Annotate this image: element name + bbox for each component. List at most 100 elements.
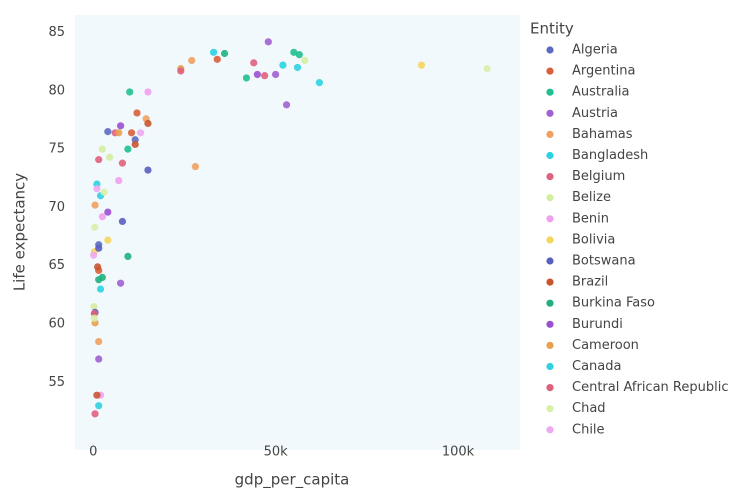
legend-marker [546,405,554,413]
scatter-point [95,355,103,363]
scatter-point [144,88,152,96]
legend-marker [546,109,554,117]
scatter-point [124,145,132,153]
legend-label: Bolivia [572,232,615,247]
legend-marker [546,236,554,244]
scatter-point [293,63,302,72]
scatter-point [116,279,125,287]
legend-label: Belgium [572,169,625,184]
scatter-point [95,276,103,284]
scatter-point [213,55,221,63]
scatter-point [104,236,112,244]
scatter-point [290,48,298,56]
y-tick-label: 70 [48,200,65,215]
scatter-point [116,122,125,130]
legend-label: Chad [572,401,606,416]
scatter-point [95,337,103,346]
y-tick-label: 55 [48,375,65,390]
legend-label: Central African Republic [572,380,728,395]
scatter-point [90,314,98,322]
y-axis-label: Life expectancy [11,173,29,291]
legend-label: Chile [572,422,605,437]
legend-marker [546,130,554,138]
x-tick-label: 50k [264,445,289,460]
y-tick-label: 80 [48,83,65,98]
legend-marker [546,257,554,265]
scatter-point [282,101,291,109]
scatter-point [115,129,123,137]
scatter-point [96,285,105,293]
scatter-point [94,263,102,271]
scatter-point [91,201,99,209]
legend-marker [546,426,554,434]
scatter-point [124,252,132,261]
legend-marker [546,194,554,202]
legend-marker [546,320,554,328]
legend-marker [546,67,554,75]
scatter-point [131,140,139,149]
legend-title: Entity [530,20,574,38]
legend-label: Benin [572,211,609,226]
legend-marker [546,88,554,96]
scatter-point [93,185,101,193]
legend-label: Austria [572,106,618,121]
scatter-point [133,109,141,117]
scatter-point [250,59,258,67]
scatter-point [191,163,199,171]
scatter-point [98,145,106,153]
legend-label: Argentina [572,64,635,79]
legend-marker [546,173,554,181]
scatter-point [98,213,106,221]
y-tick-label: 85 [48,25,65,40]
x-tick-label: 0 [89,445,97,460]
scatter-point [127,129,136,137]
legend-label: Australia [572,85,630,100]
scatter-point [93,391,101,399]
plot-background [75,15,520,450]
scatter-point [295,51,303,59]
legend-label: Belize [572,190,611,205]
scatter-point [118,159,127,167]
scatter-point [118,217,127,226]
scatter-point [137,129,145,137]
scatter-point [315,79,323,87]
x-tick-label: 100k [442,445,475,460]
scatter-point [279,61,287,69]
scatter-point [115,177,123,185]
scatter-point [264,38,272,46]
legend-label: Bangladesh [572,148,648,163]
legend-label: Burundi [572,317,623,332]
scatter-point [177,67,185,75]
legend-marker [546,278,554,286]
legend-marker [546,151,554,160]
scatter-point [210,48,218,56]
scatter-point [95,402,103,410]
scatter-point [261,72,269,80]
legend-label: Botswana [572,254,636,269]
legend-label: Cameroon [572,338,639,353]
scatter-point [106,153,114,161]
scatter-point [272,70,280,79]
scatter-point [220,49,229,58]
scatter-point [95,244,103,252]
scatter-point [301,56,309,65]
scatter-point [91,410,99,418]
y-tick-label: 65 [48,258,65,273]
y-tick-label: 75 [48,142,65,157]
scatter-point [90,251,98,259]
scatter-point [104,208,112,216]
scatter-point [242,74,251,82]
scatter-point [104,128,112,136]
legend-label: Brazil [572,275,608,290]
legend-label: Canada [572,359,621,374]
scatter-point [100,188,108,196]
y-tick-label: 60 [48,317,65,332]
scatter-point [483,65,491,73]
legend-marker [546,299,554,307]
scatter-point [417,61,426,69]
legend-marker [546,46,554,54]
scatter-point [253,70,261,79]
legend-label: Burkina Faso [572,296,655,311]
scatter-point [126,88,134,96]
scatter-point [90,302,98,311]
